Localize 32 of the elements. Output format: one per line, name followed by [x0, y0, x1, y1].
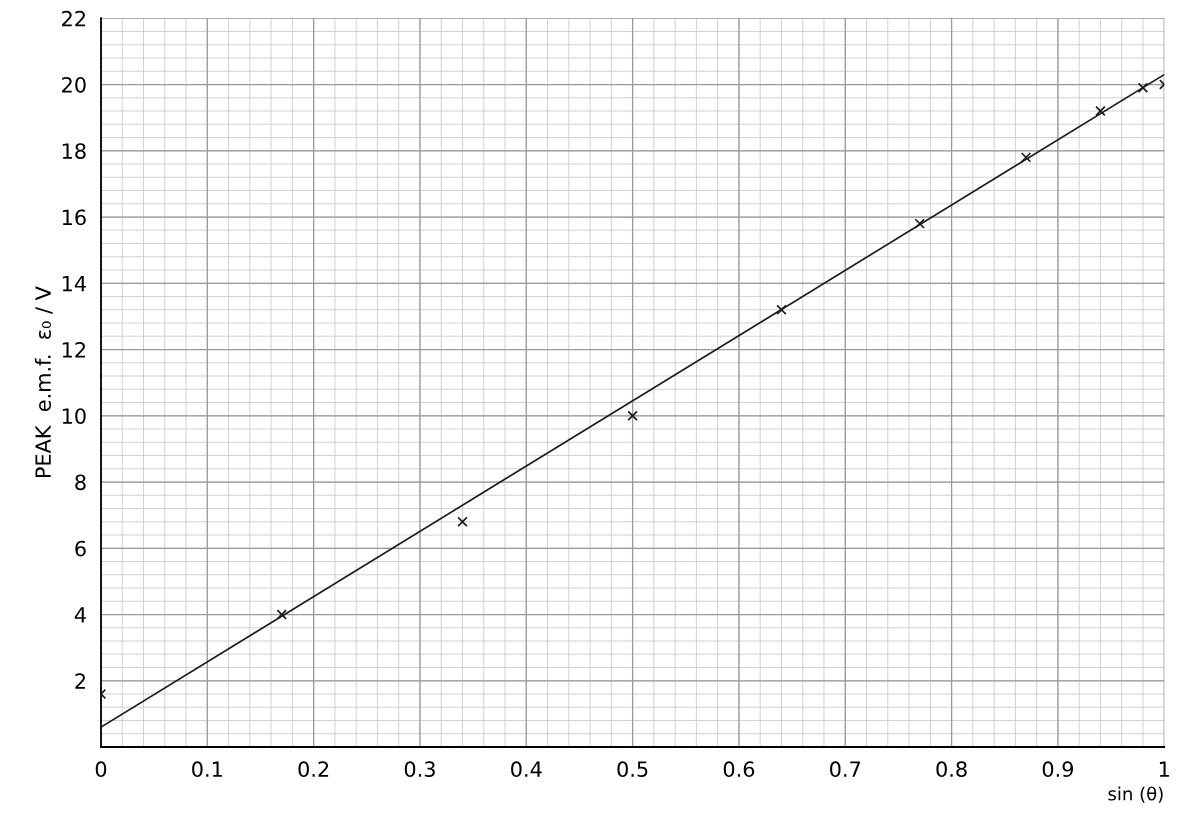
y-tick-label: 12 [62, 341, 85, 358]
point [1137, 82, 1149, 94]
y-tick-label: 2 [75, 673, 85, 689]
x-tick-label: 0.6 [723, 761, 755, 778]
point [1095, 105, 1106, 117]
y-tick-label: 16 [62, 209, 86, 226]
x-tick-label: 0.8 [936, 761, 967, 778]
y-tick-label: 8 [75, 474, 86, 491]
y-tick-label: 4 [74, 607, 86, 623]
x-tick-label: 0.3 [404, 761, 435, 778]
point [627, 410, 638, 421]
y-tick-label: 18 [62, 143, 86, 159]
y-axis-title: PEAK e.m.f. ε₀ / V [34, 286, 53, 478]
x-tick-label: 0.1 [192, 761, 222, 778]
point [276, 609, 287, 620]
y-tick-label: 6 [75, 540, 86, 557]
y-tick-label: 10 [62, 408, 86, 424]
point [914, 218, 925, 229]
point [1020, 152, 1032, 163]
y-tick-label: 20 [62, 76, 86, 93]
x-tick-label: 0.2 [298, 761, 329, 778]
x-tick-label: 0.9 [1042, 761, 1074, 778]
x-tick-label: 0.5 [617, 761, 648, 778]
point [457, 516, 468, 527]
y-tick-label: 14 [62, 275, 86, 292]
x-axis-title: sin (θ) [1108, 786, 1163, 803]
x-tick-label: 1 [1159, 761, 1169, 777]
point [776, 304, 787, 315]
y-tick-label: 22 [62, 10, 85, 27]
x-tick-label: 0.4 [511, 761, 542, 778]
x-tick-label: 0 [95, 761, 107, 778]
x-tick-label: 0.7 [830, 761, 861, 778]
